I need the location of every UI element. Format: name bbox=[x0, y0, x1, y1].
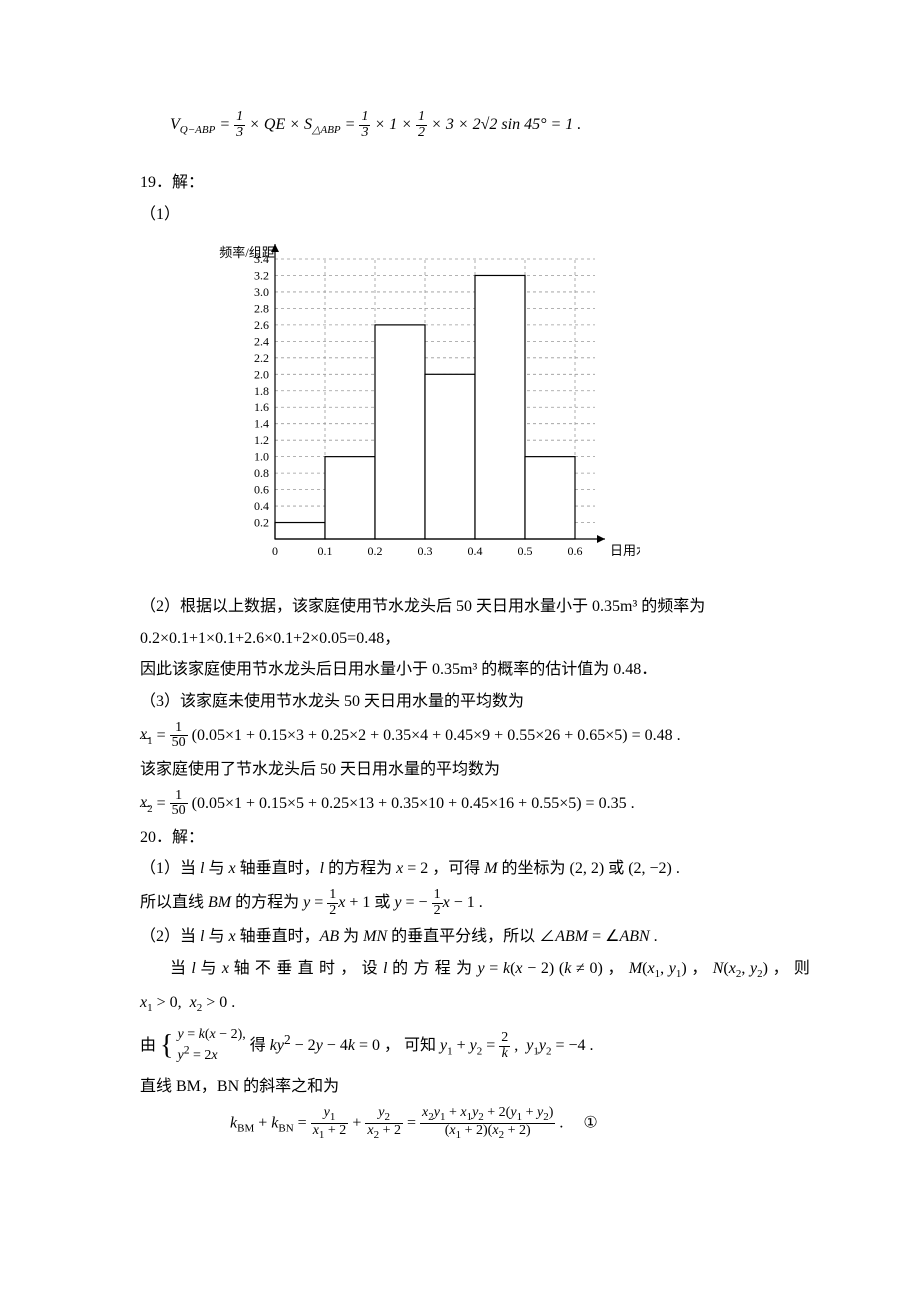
svg-text:0.4: 0.4 bbox=[254, 499, 269, 513]
svg-text:2.2: 2.2 bbox=[254, 350, 269, 364]
svg-text:1.0: 1.0 bbox=[254, 449, 269, 463]
q19-p2a: （2）根据以上数据，该家庭使用节水龙头后 50 天日用水量小于 0.35m³ 的… bbox=[140, 594, 810, 620]
q19-p2b: 0.2×0.1+1×0.1+2.6×0.1+2×0.05=0.48， bbox=[140, 626, 810, 652]
svg-text:3.2: 3.2 bbox=[254, 268, 269, 282]
svg-text:2.4: 2.4 bbox=[254, 334, 269, 348]
q19-part1-label: （1） bbox=[140, 202, 810, 228]
q19-histogram: 0.2 0.4 0.6 0.8 1.0 1.2 1.4 1.6 1.8 2.0 2.2 2.4 2.6 2… bbox=[200, 234, 810, 583]
svg-text:3.0: 3.0 bbox=[254, 285, 269, 299]
q20-p2c: x1 > 0, x2 > 0 . bbox=[140, 990, 810, 1018]
q19-p3b: 该家庭使用了节水龙头后 50 天日用水量的平均数为 bbox=[140, 757, 810, 783]
svg-text:1.4: 1.4 bbox=[254, 416, 269, 430]
svg-text:2.8: 2.8 bbox=[254, 301, 269, 315]
q19-eq2: _x2 = 150 (0.05×1 + 0.15×5 + 0.25×13 + 0… bbox=[140, 789, 810, 819]
svg-text:0.8: 0.8 bbox=[254, 466, 269, 480]
q20-p2f: kBM + kBN = y1x1 + 2 + y2x2 + 2 = x2y1 +… bbox=[230, 1106, 810, 1142]
svg-text:0.6: 0.6 bbox=[568, 544, 583, 558]
svg-text:日用水量/m³: 日用水量/m³ bbox=[610, 543, 640, 558]
q19-p3a: （3）该家庭未使用节水龙头 50 天日用水量的平均数为 bbox=[140, 689, 810, 715]
svg-text:1.6: 1.6 bbox=[254, 400, 269, 414]
q19-eq1: _x1 = 150 (0.05×1 + 0.15×3 + 0.25×2 + 0.… bbox=[140, 721, 810, 751]
svg-text:1.8: 1.8 bbox=[254, 383, 269, 397]
svg-text:2.0: 2.0 bbox=[254, 367, 269, 381]
svg-text:0.6: 0.6 bbox=[254, 482, 269, 496]
svg-text:0.2: 0.2 bbox=[254, 515, 269, 529]
page: VQ−ABP = 13 × QE × S△ABP = 13 × 1 × 12 ×… bbox=[0, 0, 920, 1302]
q20-p2b: 当 l 与 x 轴 不 垂 直 时 ， 设 l 的 方 程 为 y = k(x … bbox=[170, 956, 810, 984]
svg-text:1.2: 1.2 bbox=[254, 433, 269, 447]
histogram-svg: 0.2 0.4 0.6 0.8 1.0 1.2 1.4 1.6 1.8 2.0 2.2 2.4 2.6 2… bbox=[200, 234, 640, 574]
q20-p2e: 直线 BM，BN 的斜率之和为 bbox=[140, 1074, 810, 1100]
svg-text:2.6: 2.6 bbox=[254, 317, 269, 331]
svg-text:0.5: 0.5 bbox=[518, 544, 533, 558]
q20-p1a: （1）当 l 与 x 轴垂直时，l 的方程为 x = 2 ，可得 M 的坐标为 … bbox=[140, 856, 810, 882]
q19-eq2-rhs: (0.05×1 + 0.15×5 + 0.25×13 + 0.35×10 + 0… bbox=[192, 794, 635, 811]
svg-text:0.2: 0.2 bbox=[368, 544, 383, 558]
svg-text:频率/组距: 频率/组距 bbox=[219, 245, 275, 260]
q19-eq1-rhs: (0.05×1 + 0.15×3 + 0.25×2 + 0.35×4 + 0.4… bbox=[192, 726, 681, 743]
eq-volume: VQ−ABP = 13 × QE × S△ABP = 13 × 1 × 12 ×… bbox=[170, 110, 810, 140]
q20-label: 20．解： bbox=[140, 825, 810, 851]
q19-p2c: 因此该家庭使用节水龙头后日用水量小于 0.35m³ 的概率的估计值为 0.48． bbox=[140, 657, 810, 683]
q19-label: 19．解： bbox=[140, 170, 810, 196]
q20-p2d: 由 { y = k(x − 2), y2 = 2x 得 ky2 − 2y − 4… bbox=[140, 1024, 810, 1069]
svg-text:0: 0 bbox=[272, 544, 278, 558]
q20-p1b: 所以直线 BM 的方程为 y = 12x + 1 或 y = − 12x − 1… bbox=[140, 888, 810, 918]
svg-text:0.4: 0.4 bbox=[468, 544, 483, 558]
svg-text:0.1: 0.1 bbox=[318, 544, 333, 558]
svg-text:0.3: 0.3 bbox=[418, 544, 433, 558]
q20-p2a: （2）当 l 与 x 轴垂直时，AB 为 MN 的垂直平分线，所以 ∠ABM =… bbox=[140, 924, 810, 950]
